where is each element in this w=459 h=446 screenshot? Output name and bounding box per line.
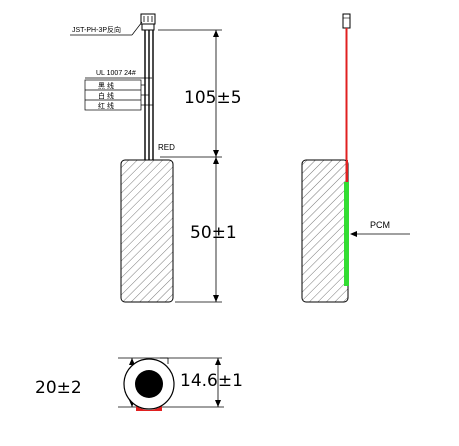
front-view: JST-PH-3P反向 UL 1007 24# 黑 线 白 线 红 线 RED xyxy=(70,13,242,303)
side-connector xyxy=(342,13,351,29)
wire-length-dim: 105±5 xyxy=(184,88,242,108)
wire-spec-table: UL 1007 24# 黑 线 白 线 红 线 xyxy=(84,70,153,111)
wire-spec-label: UL 1007 24# xyxy=(96,70,136,77)
cell-length-dim: 50±1 xyxy=(190,223,237,243)
wire-black-label: 黑 线 xyxy=(98,81,114,90)
end-view: 20±2 14.6±1 xyxy=(35,357,243,411)
pcm-label: PCM xyxy=(370,220,390,230)
cell-diameter-dim: 14.6±1 xyxy=(180,371,243,391)
cell-end-cap xyxy=(135,370,163,398)
side-battery-cell xyxy=(301,159,349,303)
wire-white-label: 白 线 xyxy=(98,91,114,100)
pcm-board xyxy=(344,182,349,286)
battery-cell xyxy=(120,159,174,303)
side-view: PCM xyxy=(301,13,410,303)
red-label: RED xyxy=(158,143,175,152)
connector-base xyxy=(141,23,155,31)
outer-diameter-dim: 20±2 xyxy=(35,378,82,398)
connector-label: JST-PH-3P反向 xyxy=(72,25,121,34)
end-red-segment xyxy=(136,406,162,411)
wire-red-label: 红 线 xyxy=(98,101,114,110)
